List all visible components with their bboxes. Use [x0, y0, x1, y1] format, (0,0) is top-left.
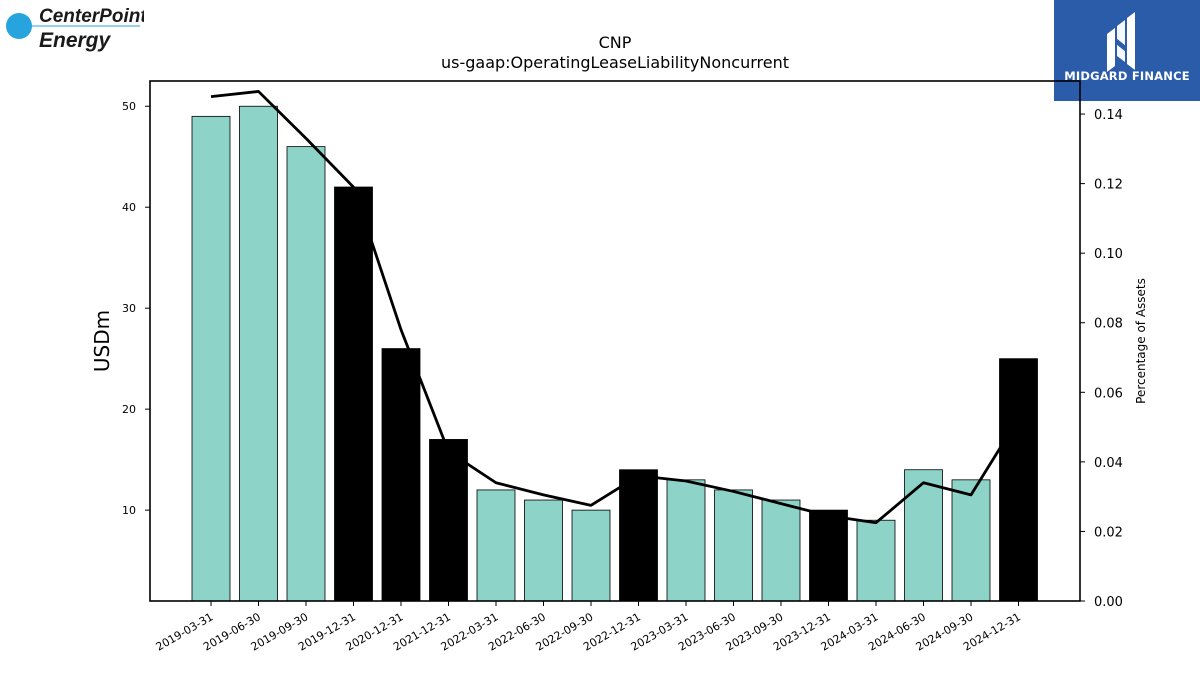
chart-title: CNP [599, 33, 632, 52]
bar-2024-09-30 [951, 479, 991, 602]
bar-2019-06-30 [239, 105, 278, 602]
bar-2019-12-31 [334, 186, 373, 602]
bar-2021-12-31 [429, 439, 468, 602]
y2-axis-label: Percentage of Assets [1134, 278, 1148, 404]
y-tick-label: 30 [122, 302, 136, 315]
left-axis: 10 20 30 40 50 [122, 100, 150, 517]
bar-2024-06-30 [904, 469, 943, 602]
bar-2024-12-31 [999, 358, 1038, 602]
bar-2019-09-30 [286, 146, 326, 602]
y-tick-label: 50 [122, 100, 136, 113]
bar-series [191, 105, 1038, 602]
centerpoint-energy-logo: CenterPoint Energy [4, 4, 147, 54]
y2-tick-label: 0.12 [1094, 178, 1123, 193]
y-tick-label: 20 [122, 403, 136, 416]
bar-2023-09-30 [761, 499, 801, 602]
y2-tick-label: 0.00 [1094, 595, 1123, 610]
logo-circle-icon [6, 13, 32, 39]
y2-tick-label: 0.10 [1094, 247, 1123, 262]
y-tick-label: 10 [122, 504, 136, 517]
percentage-line [210, 90, 1020, 525]
bar-2023-12-31 [809, 509, 848, 602]
y2-tick-label: 0.06 [1094, 386, 1123, 401]
chart-subtitle: us-gaap:OperatingLeaseLiabilityNoncurren… [441, 53, 789, 72]
publisher-name: MIDGARD FINANCE [1064, 69, 1190, 83]
bar-2022-06-30 [524, 499, 563, 602]
bar-2023-06-30 [714, 489, 753, 602]
y2-tick-label: 0.04 [1094, 456, 1123, 471]
bar-2020-12-31 [381, 348, 421, 602]
y2-tick-label: 0.02 [1094, 525, 1123, 540]
logo-text-line2: Energy [39, 29, 112, 52]
bar-2019-03-31 [191, 115, 231, 602]
midgard-emblem-icon [1107, 12, 1135, 72]
right-axis: 0.00 0.02 0.04 0.06 0.08 0.10 0.12 0.14 [1080, 108, 1123, 610]
y-axis-label: USDm [90, 310, 114, 372]
bar-2022-12-31 [619, 469, 658, 602]
bar-2022-03-31 [476, 489, 516, 602]
bar-2024-03-31 [856, 519, 896, 602]
y2-tick-label: 0.14 [1094, 108, 1123, 123]
bar-2022-09-30 [571, 509, 611, 602]
line-series [210, 90, 1020, 525]
y2-tick-label: 0.08 [1094, 317, 1123, 332]
midgard-finance-logo: MIDGARD FINANCE [1054, 0, 1200, 101]
plot-frame [149, 80, 1081, 602]
y-tick-label: 40 [122, 201, 136, 214]
bar-2023-03-31 [666, 479, 706, 602]
logo-text-line1: CenterPoint [39, 6, 144, 27]
x-axis: 2019-03-312019-06-302019-09-302019-12-31… [154, 601, 1023, 654]
